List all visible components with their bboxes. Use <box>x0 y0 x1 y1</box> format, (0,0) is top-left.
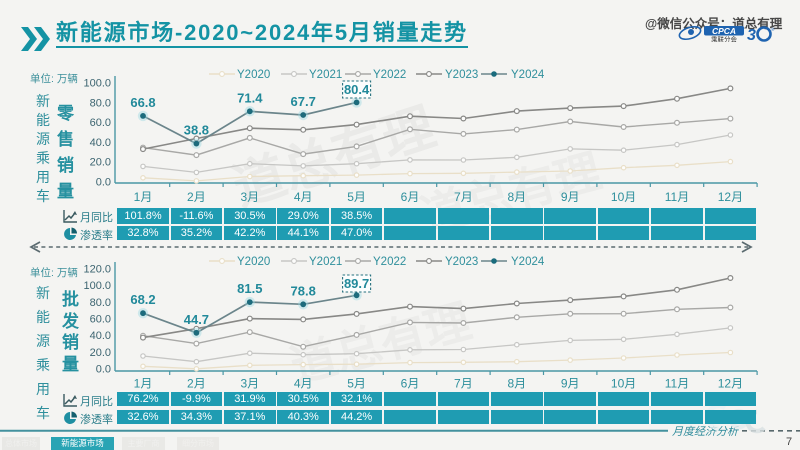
svg-text:89.7: 89.7 <box>344 276 369 291</box>
svg-text:8月: 8月 <box>507 190 526 204</box>
svg-text:10月: 10月 <box>611 377 636 391</box>
svg-text:100.0: 100.0 <box>83 280 111 292</box>
svg-text:2月: 2月 <box>187 190 206 204</box>
svg-text:60.0: 60.0 <box>90 117 111 129</box>
svg-text:9月: 9月 <box>561 190 580 204</box>
svg-text:81.5: 81.5 <box>237 281 262 296</box>
svg-text:5月: 5月 <box>347 377 366 391</box>
svg-text:1月: 1月 <box>134 190 153 204</box>
svg-text:0.0: 0.0 <box>96 177 111 189</box>
svg-text:67.7: 67.7 <box>291 94 316 109</box>
svg-text:38.8: 38.8 <box>184 123 209 138</box>
svg-text:40.0: 40.0 <box>90 137 111 149</box>
svg-text:3: 3 <box>747 27 756 43</box>
svg-text:Y2022: Y2022 <box>373 69 406 81</box>
svg-text:Y2021: Y2021 <box>309 69 342 81</box>
svg-text:40.0: 40.0 <box>90 330 111 342</box>
svg-text:2月: 2月 <box>187 377 206 391</box>
svg-text:1月: 1月 <box>134 377 153 391</box>
svg-text:12月: 12月 <box>718 377 743 391</box>
svg-text:71.4: 71.4 <box>237 90 263 105</box>
svg-text:Y2024: Y2024 <box>511 256 545 268</box>
svg-text:乘联分会: 乘联分会 <box>711 35 738 43</box>
svg-text:9月: 9月 <box>561 377 580 391</box>
svg-text:12月: 12月 <box>718 190 743 204</box>
svg-text:10月: 10月 <box>611 190 636 204</box>
svg-text:Y2021: Y2021 <box>309 256 342 268</box>
svg-text:60.0: 60.0 <box>90 314 111 326</box>
svg-text:Y2023: Y2023 <box>445 69 478 81</box>
svg-text:4月: 4月 <box>294 377 313 391</box>
svg-text:44.7: 44.7 <box>184 312 209 327</box>
svg-text:Y2023: Y2023 <box>445 256 478 268</box>
svg-text:7月: 7月 <box>454 377 473 391</box>
svg-text:7月: 7月 <box>454 190 473 204</box>
svg-text:68.2: 68.2 <box>130 292 155 307</box>
svg-text:78.8: 78.8 <box>291 283 316 298</box>
svg-text:6月: 6月 <box>401 190 420 204</box>
svg-text:4月: 4月 <box>294 190 313 204</box>
svg-text:Y2024: Y2024 <box>511 69 545 81</box>
svg-text:7: 7 <box>786 436 792 448</box>
svg-text:80.4: 80.4 <box>344 82 370 97</box>
svg-text:3月: 3月 <box>240 377 259 391</box>
svg-text:66.8: 66.8 <box>130 95 155 110</box>
svg-text:月度经济分析: 月度经济分析 <box>672 425 740 438</box>
svg-text:11月: 11月 <box>665 377 689 391</box>
svg-text:CPCA: CPCA <box>712 26 736 36</box>
svg-text:20.0: 20.0 <box>90 157 111 169</box>
svg-text:Y2020: Y2020 <box>237 256 270 268</box>
svg-text:5月: 5月 <box>347 190 366 204</box>
svg-text:℗: ℗ <box>771 27 775 32</box>
svg-text:11月: 11月 <box>665 190 689 204</box>
svg-text:8月: 8月 <box>507 377 526 391</box>
svg-text:Y2022: Y2022 <box>373 256 406 268</box>
svg-text:120.0: 120.0 <box>83 264 111 276</box>
svg-text:3月: 3月 <box>240 190 259 204</box>
svg-text:80.0: 80.0 <box>90 297 111 309</box>
svg-text:Y2020: Y2020 <box>237 69 270 81</box>
svg-text:20.0: 20.0 <box>90 347 111 359</box>
svg-text:80.0: 80.0 <box>90 97 111 109</box>
svg-text:100.0: 100.0 <box>83 78 111 90</box>
svg-text:0.0: 0.0 <box>96 364 111 376</box>
svg-text:6月: 6月 <box>401 377 420 391</box>
